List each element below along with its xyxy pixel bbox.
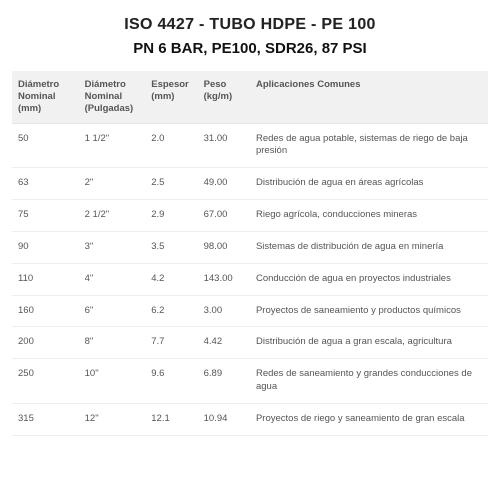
spec-table: Diámetro Nominal (mm) Diámetro Nominal (… bbox=[12, 71, 488, 436]
cell-thk: 2.9 bbox=[145, 200, 197, 232]
cell-wt: 3.00 bbox=[198, 295, 250, 327]
cell-wt: 98.00 bbox=[198, 231, 250, 263]
col-header-dn-mm: Diámetro Nominal (mm) bbox=[12, 71, 79, 123]
cell-dn_in: 6" bbox=[79, 295, 146, 327]
cell-app: Sistemas de distribución de agua en mine… bbox=[250, 231, 488, 263]
col-header-thk: Espesor (mm) bbox=[145, 71, 197, 123]
cell-app: Redes de agua potable, sistemas de riego… bbox=[250, 123, 488, 168]
cell-dn_mm: 160 bbox=[12, 295, 79, 327]
cell-wt: 49.00 bbox=[198, 168, 250, 200]
cell-thk: 2.0 bbox=[145, 123, 197, 168]
cell-thk: 4.2 bbox=[145, 263, 197, 295]
cell-dn_mm: 50 bbox=[12, 123, 79, 168]
cell-app: Distribución de agua en áreas agrícolas bbox=[250, 168, 488, 200]
cell-dn_in: 4" bbox=[79, 263, 146, 295]
cell-dn_in: 8" bbox=[79, 327, 146, 359]
table-row: 501 1/2"2.031.00Redes de agua potable, s… bbox=[12, 123, 488, 168]
cell-app: Proyectos de riego y saneamiento de gran… bbox=[250, 403, 488, 435]
table-row: 25010"9.66.89Redes de saneamiento y gran… bbox=[12, 359, 488, 404]
table-header-row: Diámetro Nominal (mm) Diámetro Nominal (… bbox=[12, 71, 488, 123]
col-header-app: Aplicaciones Comunes bbox=[250, 71, 488, 123]
cell-wt: 4.42 bbox=[198, 327, 250, 359]
table-row: 752 1/2"2.967.00Riego agrícola, conducci… bbox=[12, 200, 488, 232]
cell-thk: 7.7 bbox=[145, 327, 197, 359]
cell-wt: 10.94 bbox=[198, 403, 250, 435]
cell-app: Conducción de agua en proyectos industri… bbox=[250, 263, 488, 295]
cell-thk: 2.5 bbox=[145, 168, 197, 200]
col-header-wt: Peso (kg/m) bbox=[198, 71, 250, 123]
cell-dn_in: 10" bbox=[79, 359, 146, 404]
cell-dn_mm: 315 bbox=[12, 403, 79, 435]
table-row: 2008"7.74.42Distribución de agua a gran … bbox=[12, 327, 488, 359]
cell-thk: 9.6 bbox=[145, 359, 197, 404]
cell-app: Riego agrícola, conducciones mineras bbox=[250, 200, 488, 232]
cell-dn_in: 2 1/2" bbox=[79, 200, 146, 232]
col-header-dn-in: Diámetro Nominal (Pulgadas) bbox=[79, 71, 146, 123]
cell-app: Redes de saneamiento y grandes conduccio… bbox=[250, 359, 488, 404]
cell-dn_mm: 110 bbox=[12, 263, 79, 295]
cell-app: Distribución de agua a gran escala, agri… bbox=[250, 327, 488, 359]
page-subtitle: PN 6 BAR, PE100, SDR26, 87 PSI bbox=[12, 40, 488, 57]
cell-dn_in: 12" bbox=[79, 403, 146, 435]
cell-dn_in: 2" bbox=[79, 168, 146, 200]
cell-dn_mm: 63 bbox=[12, 168, 79, 200]
table-row: 632"2.549.00Distribución de agua en área… bbox=[12, 168, 488, 200]
cell-dn_mm: 250 bbox=[12, 359, 79, 404]
cell-wt: 143.00 bbox=[198, 263, 250, 295]
cell-app: Proyectos de saneamiento y productos quí… bbox=[250, 295, 488, 327]
table-row: 903"3.598.00Sistemas de distribución de … bbox=[12, 231, 488, 263]
cell-dn_in: 3" bbox=[79, 231, 146, 263]
cell-thk: 6.2 bbox=[145, 295, 197, 327]
cell-wt: 6.89 bbox=[198, 359, 250, 404]
table-body: 501 1/2"2.031.00Redes de agua potable, s… bbox=[12, 123, 488, 435]
cell-dn_mm: 75 bbox=[12, 200, 79, 232]
cell-thk: 12.1 bbox=[145, 403, 197, 435]
table-row: 1606"6.23.00Proyectos de saneamiento y p… bbox=[12, 295, 488, 327]
cell-dn_mm: 90 bbox=[12, 231, 79, 263]
cell-wt: 67.00 bbox=[198, 200, 250, 232]
cell-thk: 3.5 bbox=[145, 231, 197, 263]
table-row: 1104"4.2143.00Conducción de agua en proy… bbox=[12, 263, 488, 295]
table-row: 31512"12.110.94Proyectos de riego y sane… bbox=[12, 403, 488, 435]
cell-wt: 31.00 bbox=[198, 123, 250, 168]
cell-dn_mm: 200 bbox=[12, 327, 79, 359]
cell-dn_in: 1 1/2" bbox=[79, 123, 146, 168]
page-title: ISO 4427 - TUBO HDPE - PE 100 bbox=[12, 16, 488, 34]
